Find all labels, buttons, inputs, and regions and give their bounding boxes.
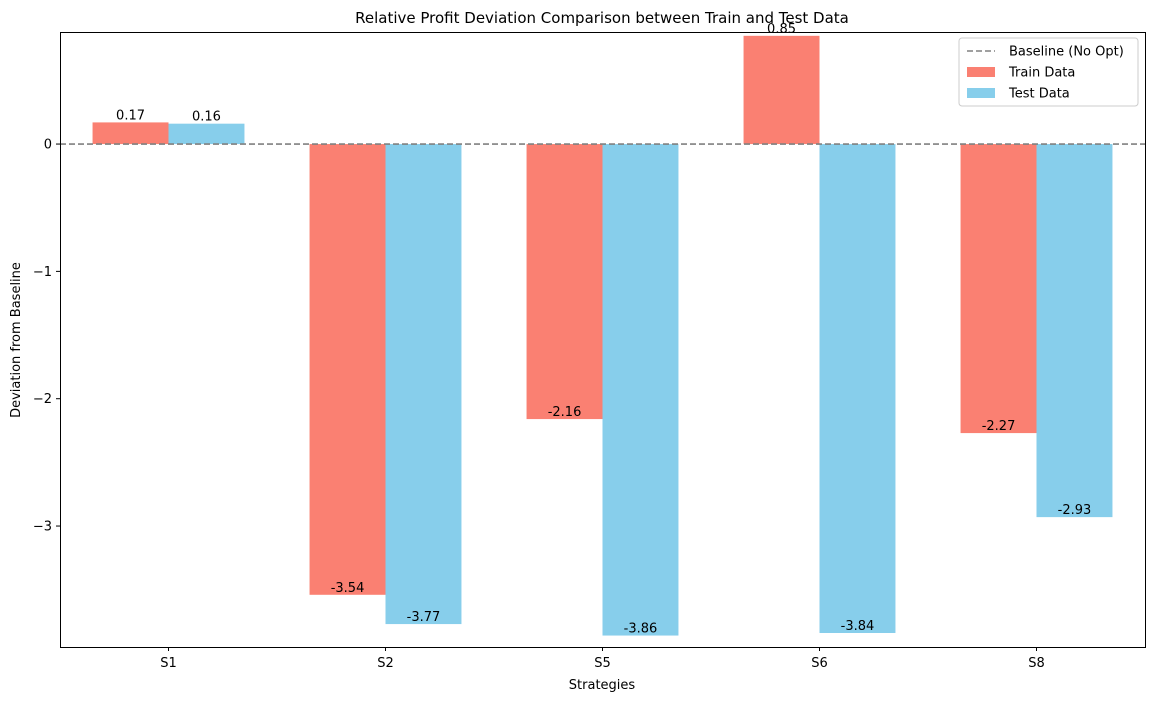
x-tick-label-s8: S8: [1028, 656, 1045, 671]
y-axis: 0 −1 −2 −3: [33, 138, 60, 535]
y-tick-label: −2: [33, 392, 52, 407]
y-tick-label: −1: [33, 265, 52, 280]
x-tick-label-s2: S2: [377, 656, 394, 671]
bar-test-data-s5: [602, 144, 679, 636]
y-tick-label: 0: [44, 138, 52, 153]
data-label-test-data-s1: 0.16: [192, 110, 221, 125]
legend-frame: [958, 37, 1139, 107]
bars-layer: [92, 35, 1113, 636]
x-axis-label: Strategies: [569, 678, 636, 693]
legend-label-train-data: Train Data: [1008, 66, 1075, 81]
data-label-test-data-s6: -3.84: [841, 619, 875, 634]
legend-swatch-test-data: [967, 88, 995, 98]
data-label-train-data-s6: 0.85: [767, 22, 796, 37]
data-label-test-data-s5: -3.86: [624, 622, 658, 637]
data-label-train-data-s2: -3.54: [331, 581, 365, 596]
chart-title: Relative Profit Deviation Comparison bet…: [355, 9, 849, 27]
y-tick-label: −3: [33, 520, 52, 535]
bar-train-data-s1: [92, 122, 169, 145]
x-axis: S1 S2 S5 S6 S8: [160, 647, 1045, 671]
bar-train-data-s6: [743, 35, 820, 145]
legend-swatch-train-data: [967, 67, 995, 77]
x-tick-label-s6: S6: [811, 656, 828, 671]
x-tick-label-s1: S1: [160, 656, 177, 671]
legend-label-test-data: Test Data: [1008, 87, 1070, 102]
data-label-test-data-s2: -3.77: [407, 610, 441, 625]
legend: Baseline (No Opt) Train Data Test Data: [958, 37, 1139, 107]
data-labels-layer: 0.17 0.16 -3.54 -3.77 -2.16 -3.86 0.85 -3.84 -2.…: [116, 22, 1091, 637]
bar-train-data-s5: [526, 144, 603, 420]
data-label-train-data-s1: 0.17: [116, 108, 145, 123]
bar-test-data-s8: [1036, 144, 1113, 518]
data-label-test-data-s8: -2.93: [1058, 503, 1092, 518]
data-label-train-data-s8: -2.27: [982, 419, 1016, 434]
bar-train-data-s2: [309, 144, 386, 595]
bar-train-data-s8: [960, 144, 1037, 434]
bar-test-data-s2: [385, 144, 462, 625]
x-tick-label-s5: S5: [594, 656, 611, 671]
legend-label-baseline-no-opt-: Baseline (No Opt): [1009, 45, 1124, 60]
bar-test-data-s1: [168, 123, 245, 145]
y-axis-label: Deviation from Baseline: [9, 262, 24, 418]
bar-test-data-s6: [819, 144, 896, 633]
data-label-train-data-s5: -2.16: [548, 405, 582, 420]
